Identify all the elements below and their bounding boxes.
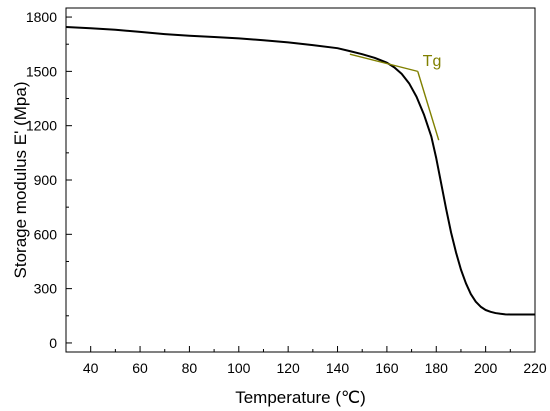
y-tick-label: 1500: [26, 63, 57, 79]
x-tick-label: 80: [182, 360, 198, 376]
x-axis-ticks: 40 60 80 100 120 140 160 180 200 220: [65, 346, 547, 376]
x-tick-label: 200: [474, 360, 498, 376]
x-axis-label: Temperature (℃): [235, 388, 366, 407]
y-tick-label: 0: [49, 335, 57, 351]
tangent-line: [349, 53, 418, 73]
y-tick-label: 600: [34, 226, 58, 242]
plot-area-border: [65, 7, 536, 353]
y-axis-ticks: 0 300 600 900 1200 1500 1800: [26, 9, 72, 351]
annotation-layer: Tg: [349, 53, 442, 141]
tangent-line: [417, 71, 440, 141]
series-line-storage-modulus: [65, 26, 535, 316]
y-axis-label: Storage modulus E' (Mpa): [11, 82, 30, 279]
x-tick-label: 220: [523, 360, 547, 376]
y-tick-label: 1800: [26, 9, 57, 25]
y-tick-label: 300: [34, 281, 58, 297]
plot-frame: [65, 7, 536, 353]
x-tick-label: 100: [227, 360, 251, 376]
tg-annotation-label: Tg: [423, 53, 442, 70]
series-layer: [65, 26, 535, 316]
x-tick-label: 160: [375, 360, 399, 376]
x-tick-label: 140: [326, 360, 350, 376]
x-tick-label: 120: [276, 360, 300, 376]
x-tick-label: 60: [132, 360, 148, 376]
y-tick-label: 1200: [26, 118, 57, 134]
x-tick-label: 180: [425, 360, 449, 376]
x-tick-label: 40: [83, 360, 99, 376]
y-tick-label: 900: [34, 172, 58, 188]
